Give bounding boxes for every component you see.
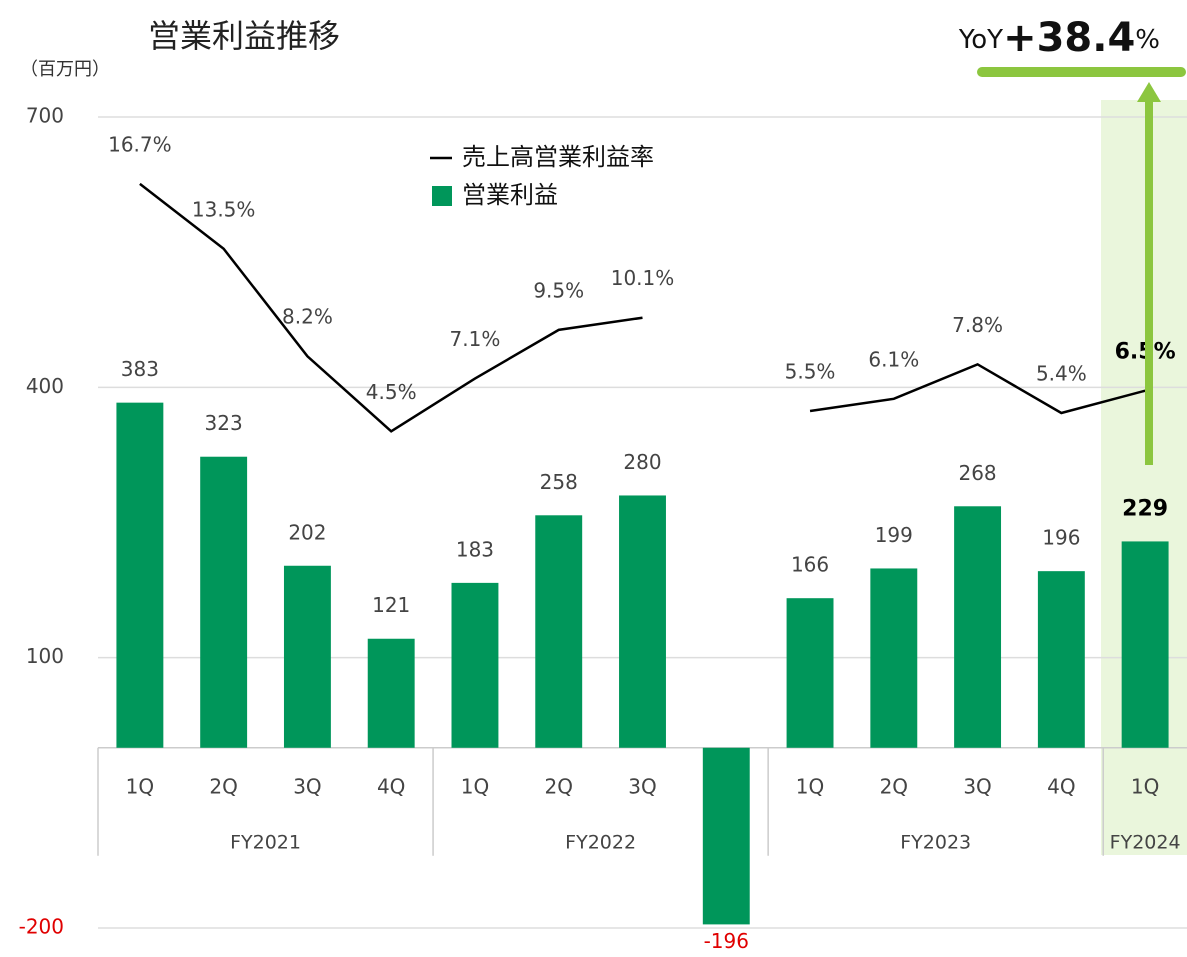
y-unit: （百万円） (20, 59, 110, 80)
bar-value-label: 202 (288, 520, 326, 544)
legend-swatch (432, 186, 452, 206)
bar (116, 402, 164, 748)
bar (535, 515, 583, 748)
x-tick-label: 4Q (377, 774, 405, 798)
bar (283, 565, 331, 748)
legend-label: 売上高営業利益率 (462, 143, 654, 171)
yoy: YoY+38.4% (958, 15, 1160, 61)
group-label: FY2021 (230, 831, 301, 853)
yoy-label: YoY (958, 25, 1003, 55)
bar (870, 568, 918, 748)
bar-value-label: 323 (205, 411, 243, 435)
x-tick-label: 1Q (461, 774, 489, 798)
bar-value-label: 199 (875, 523, 913, 547)
bar-value-label: 258 (540, 470, 578, 494)
line-value-label: 9.5% (533, 278, 584, 302)
bar (451, 582, 499, 748)
line-value-label: 4.5% (366, 380, 417, 404)
x-tick-label: 2Q (880, 774, 908, 798)
line-value-label: 8.2% (282, 305, 333, 329)
x-tick-label: 2Q (209, 774, 237, 798)
x-tick-label: 1Q (1131, 774, 1159, 798)
line-value-label: 6.1% (868, 347, 919, 371)
bar (619, 495, 666, 748)
x-tick-label: 3Q (963, 774, 991, 798)
yoy-value: +38.4 (1003, 15, 1135, 61)
line-value-label: 5.5% (785, 359, 836, 383)
x-tick-label: 1Q (796, 774, 824, 798)
bar (367, 638, 415, 748)
group-label: FY2023 (900, 831, 971, 853)
bar-value-label: 166 (791, 553, 829, 577)
yoy-arrowhead (1137, 82, 1161, 102)
bar-value-label: 183 (456, 537, 494, 561)
yoy-unit: % (1135, 25, 1160, 55)
y-tick-label: 400 (26, 374, 64, 398)
line-value-label: 16.7% (108, 132, 172, 156)
bar (702, 747, 750, 925)
x-tick-label: 2Q (544, 774, 572, 798)
bar (1121, 541, 1169, 748)
x-tick-label: 3Q (628, 774, 656, 798)
chart-title: 営業利益推移 (148, 17, 340, 55)
bar (200, 456, 248, 748)
line-value-label: 7.1% (450, 327, 501, 351)
y-tick-label: 100 (26, 644, 64, 668)
bar (786, 598, 834, 748)
bar-value-label: 383 (121, 357, 159, 381)
x-tick-label: 4Q (1047, 774, 1075, 798)
group-label: FY2022 (565, 831, 636, 853)
bar-value-label: 196 (1042, 526, 1080, 550)
bar (1037, 571, 1085, 748)
x-tick-label: 3Q (293, 774, 321, 798)
y-tick-label: -200 (19, 915, 64, 939)
bar (954, 506, 1002, 748)
line-value-label: 5.4% (1036, 362, 1087, 386)
x-tick-label: 1Q (126, 774, 154, 798)
bar-value-label: -196 (704, 929, 749, 953)
group-label: FY2024 (1110, 831, 1181, 853)
bar-value-label: 268 (958, 461, 996, 485)
line-value-label: 13.5% (192, 197, 256, 221)
plot: -200 100 400 700 FY2021 FY2022 FY2023 FY2024 1Q 2… (19, 104, 1187, 953)
bar-value-label: 280 (623, 450, 661, 474)
line (139, 182, 1146, 433)
legend-label: 営業利益 (462, 181, 558, 209)
line-value-label: 10.1% (611, 266, 675, 290)
bar-value-label: 229 (1122, 496, 1168, 521)
line-value-label: 7.8% (952, 313, 1003, 337)
y-tick-label: 700 (26, 104, 64, 128)
bar-value-label: 121 (372, 593, 410, 617)
